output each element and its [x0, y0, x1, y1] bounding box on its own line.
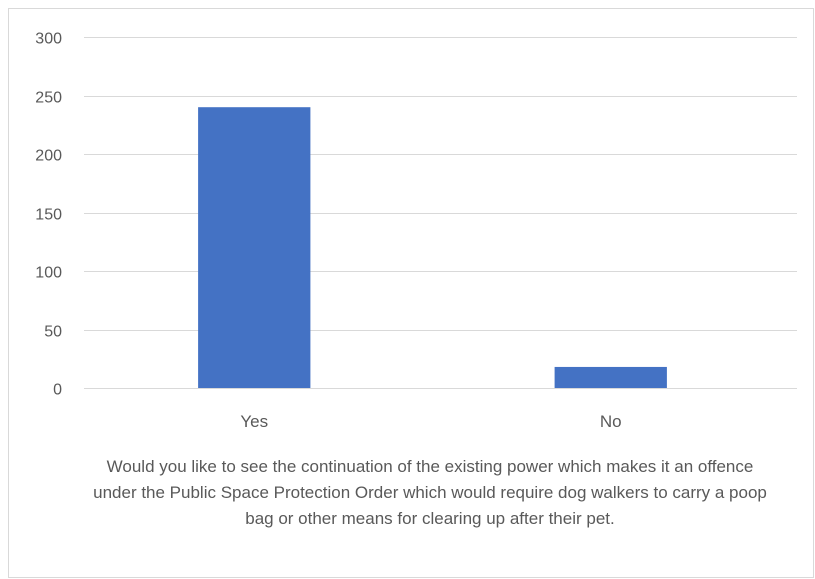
y-tick-label: 50	[44, 324, 62, 341]
gridlines	[84, 37, 797, 389]
bar-no	[554, 366, 667, 388]
y-axis-ticks: 0 50 100 150 200 250 300	[35, 31, 62, 399]
bar-yes	[198, 107, 311, 388]
y-tick-label: 150	[35, 207, 62, 224]
x-category-label: No	[600, 412, 622, 431]
x-axis-categories: Yes No	[240, 412, 621, 431]
chart-frame	[8, 8, 814, 578]
y-tick-label: 100	[35, 265, 62, 282]
y-tick-label: 200	[35, 148, 62, 165]
y-tick-label: 300	[35, 31, 62, 48]
y-tick-label: 0	[53, 382, 62, 399]
y-tick-label: 250	[35, 90, 62, 107]
bars	[198, 107, 667, 388]
x-category-label: Yes	[240, 412, 268, 431]
x-axis-title: Would you like to see the continuation o…	[93, 457, 767, 528]
